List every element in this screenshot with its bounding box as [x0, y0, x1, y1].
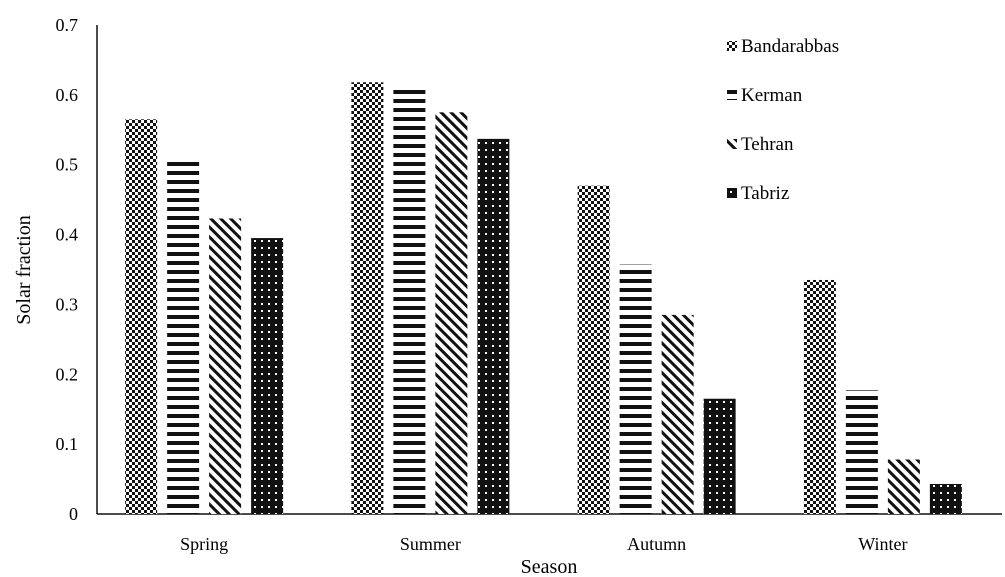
y-tick-label: 0 — [69, 504, 78, 524]
bar-tehran-summer — [435, 112, 468, 515]
y-tick-labels: 0 0.1 0.2 0.3 0.4 0.5 0.6 0.7 — [56, 15, 79, 524]
bar-tehran-autumn — [661, 314, 694, 514]
bar-kerman-summer — [393, 85, 426, 515]
x-tick-label: Autumn — [627, 534, 686, 554]
y-axis-title: Solar fraction — [13, 215, 35, 324]
x-tick-label: Summer — [400, 534, 461, 554]
bar-bandarabbas-spring — [125, 119, 158, 515]
bar-tehran-winter — [887, 459, 920, 514]
bar-tabriz-winter — [929, 483, 962, 514]
x-axis-title: Season — [521, 556, 578, 577]
x-tick-label: Winter — [858, 534, 907, 554]
legend-label-bandarabbas: Bandarabbas — [741, 36, 839, 57]
y-tick-label: 0.3 — [56, 294, 79, 314]
x-tick-labels: Spring Summer Autumn Winter — [180, 534, 907, 554]
y-tick-label: 0.4 — [56, 225, 79, 245]
bars — [125, 82, 962, 515]
bar-tabriz-summer — [477, 138, 510, 515]
bar-tehran-spring — [209, 218, 242, 515]
y-tick-label: 0.1 — [56, 434, 79, 454]
legend-swatch-bandarabbas — [727, 41, 737, 51]
legend-swatch-tabriz — [727, 188, 737, 198]
y-tick-label: 0.6 — [56, 85, 79, 105]
legend: Bandarabbas Kerman Tehran Tabriz — [727, 36, 839, 204]
legend-label-tehran: Tehran — [741, 134, 794, 155]
bar-bandarabbas-summer — [351, 82, 384, 514]
y-tick-label: 0.2 — [56, 364, 79, 384]
y-tick-label: 0.5 — [56, 155, 79, 175]
legend-label-kerman: Kerman — [741, 85, 803, 106]
bar-kerman-spring — [167, 159, 200, 514]
x-tick-label: Spring — [180, 534, 228, 554]
bar-bandarabbas-winter — [803, 279, 836, 514]
legend-label-tabriz: Tabriz — [741, 183, 789, 204]
y-tick-label: 0.7 — [56, 15, 79, 35]
bar-bandarabbas-autumn — [577, 185, 610, 514]
legend-swatch-kerman — [727, 90, 737, 100]
legend-swatch-tehran — [727, 139, 737, 149]
bar-kerman-autumn — [619, 264, 652, 514]
bar-tabriz-autumn — [703, 398, 736, 514]
bar-tabriz-spring — [251, 238, 284, 515]
bar-kerman-winter — [845, 390, 878, 514]
